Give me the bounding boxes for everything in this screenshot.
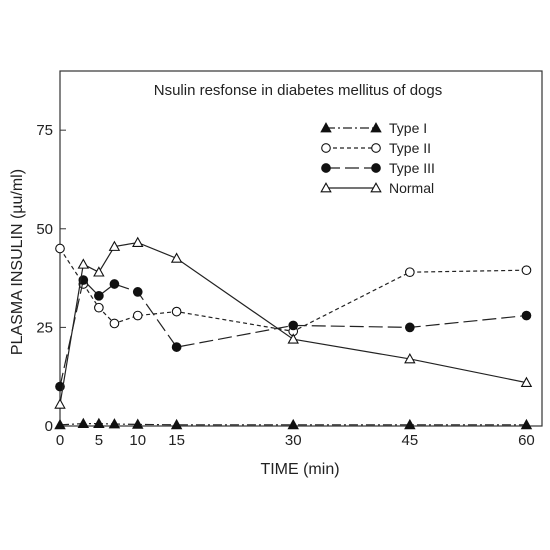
legend-item-normal: Normal	[320, 180, 434, 196]
series-normal	[54, 236, 533, 409]
legend-marker	[320, 182, 332, 193]
legend-marker	[321, 163, 331, 173]
data-point-type-i	[77, 417, 90, 429]
x-tick-label: 45	[401, 432, 418, 449]
x-axis-title: TIME (min)	[260, 461, 339, 478]
data-point-type-iii	[109, 279, 120, 289]
chart-title: Nsulin resfonse in diabetes mellitus of …	[154, 82, 443, 99]
data-point-normal	[54, 398, 66, 409]
x-tick-label: 15	[168, 432, 185, 449]
y-tick-label: 75	[36, 122, 53, 139]
data-point-type-i	[93, 417, 105, 429]
legend-item-type-iii: Type III	[321, 160, 435, 176]
data-point-normal	[77, 258, 90, 269]
y-axis: 0 25 50 75	[36, 122, 66, 435]
legend-marker	[320, 122, 332, 133]
data-point-normal	[520, 376, 533, 388]
x-tick-label: 5	[95, 432, 103, 449]
data-point-normal	[93, 266, 105, 277]
data-point-normal	[404, 353, 416, 364]
data-point-type-i	[54, 418, 66, 430]
data-point-normal	[108, 240, 121, 251]
legend-marker	[370, 122, 382, 133]
data-point-type-iii	[171, 342, 182, 352]
data-point-type-ii	[55, 243, 65, 254]
data-point-type-ii	[94, 302, 104, 313]
legend-label: Normal	[389, 180, 434, 196]
series-type-iii	[55, 275, 532, 392]
legend: Type I Type II Type III Normal	[320, 120, 435, 196]
y-tick-label: 25	[36, 319, 53, 336]
data-point-type-iii	[132, 287, 143, 297]
data-point-type-iii	[288, 320, 299, 331]
series-line-type-i	[59, 423, 527, 426]
series-layer	[54, 236, 533, 430]
data-point-normal	[170, 252, 183, 263]
data-point-type-i	[132, 418, 144, 429]
legend-marker	[370, 182, 382, 193]
legend-label: Type I	[389, 120, 427, 136]
data-point-normal	[287, 333, 299, 344]
data-point-type-ii	[132, 310, 143, 321]
data-point-normal	[132, 236, 144, 247]
data-point-type-ii	[521, 265, 532, 276]
data-point-type-iii	[94, 290, 104, 301]
legend-marker	[371, 163, 381, 173]
series-line-type-ii	[59, 248, 527, 332]
legend-label: Type II	[389, 140, 431, 156]
data-point-type-i	[404, 418, 416, 430]
legend-item-type-ii: Type II	[321, 140, 431, 156]
data-point-type-i	[170, 418, 183, 430]
data-point-type-i	[287, 418, 299, 430]
plot-frame	[59, 70, 543, 427]
x-tick-label: 60	[518, 432, 535, 449]
data-point-type-ii	[171, 306, 182, 317]
data-point-type-iii	[404, 322, 415, 333]
x-tick-label: 30	[285, 432, 302, 449]
data-point-type-iii	[521, 310, 532, 321]
y-tick-label: 0	[45, 418, 53, 435]
data-point-type-ii	[109, 318, 120, 329]
x-axis: 0 5 10 15 30 45 60	[56, 420, 535, 449]
x-tick-label: 10	[129, 432, 146, 449]
data-point-type-i	[520, 418, 533, 430]
y-axis-title: PLASMA INSULIN (µu/ml)	[9, 169, 26, 355]
legend-marker	[371, 143, 381, 153]
y-tick-label: 50	[36, 221, 53, 238]
data-point-type-i	[108, 418, 121, 429]
legend-item-type-i: Type I	[320, 120, 427, 136]
data-point-type-ii	[404, 267, 415, 278]
legend-label: Type III	[389, 160, 435, 176]
x-tick-label: 0	[56, 432, 64, 449]
series-type-i	[54, 417, 533, 430]
legend-marker	[321, 143, 331, 153]
